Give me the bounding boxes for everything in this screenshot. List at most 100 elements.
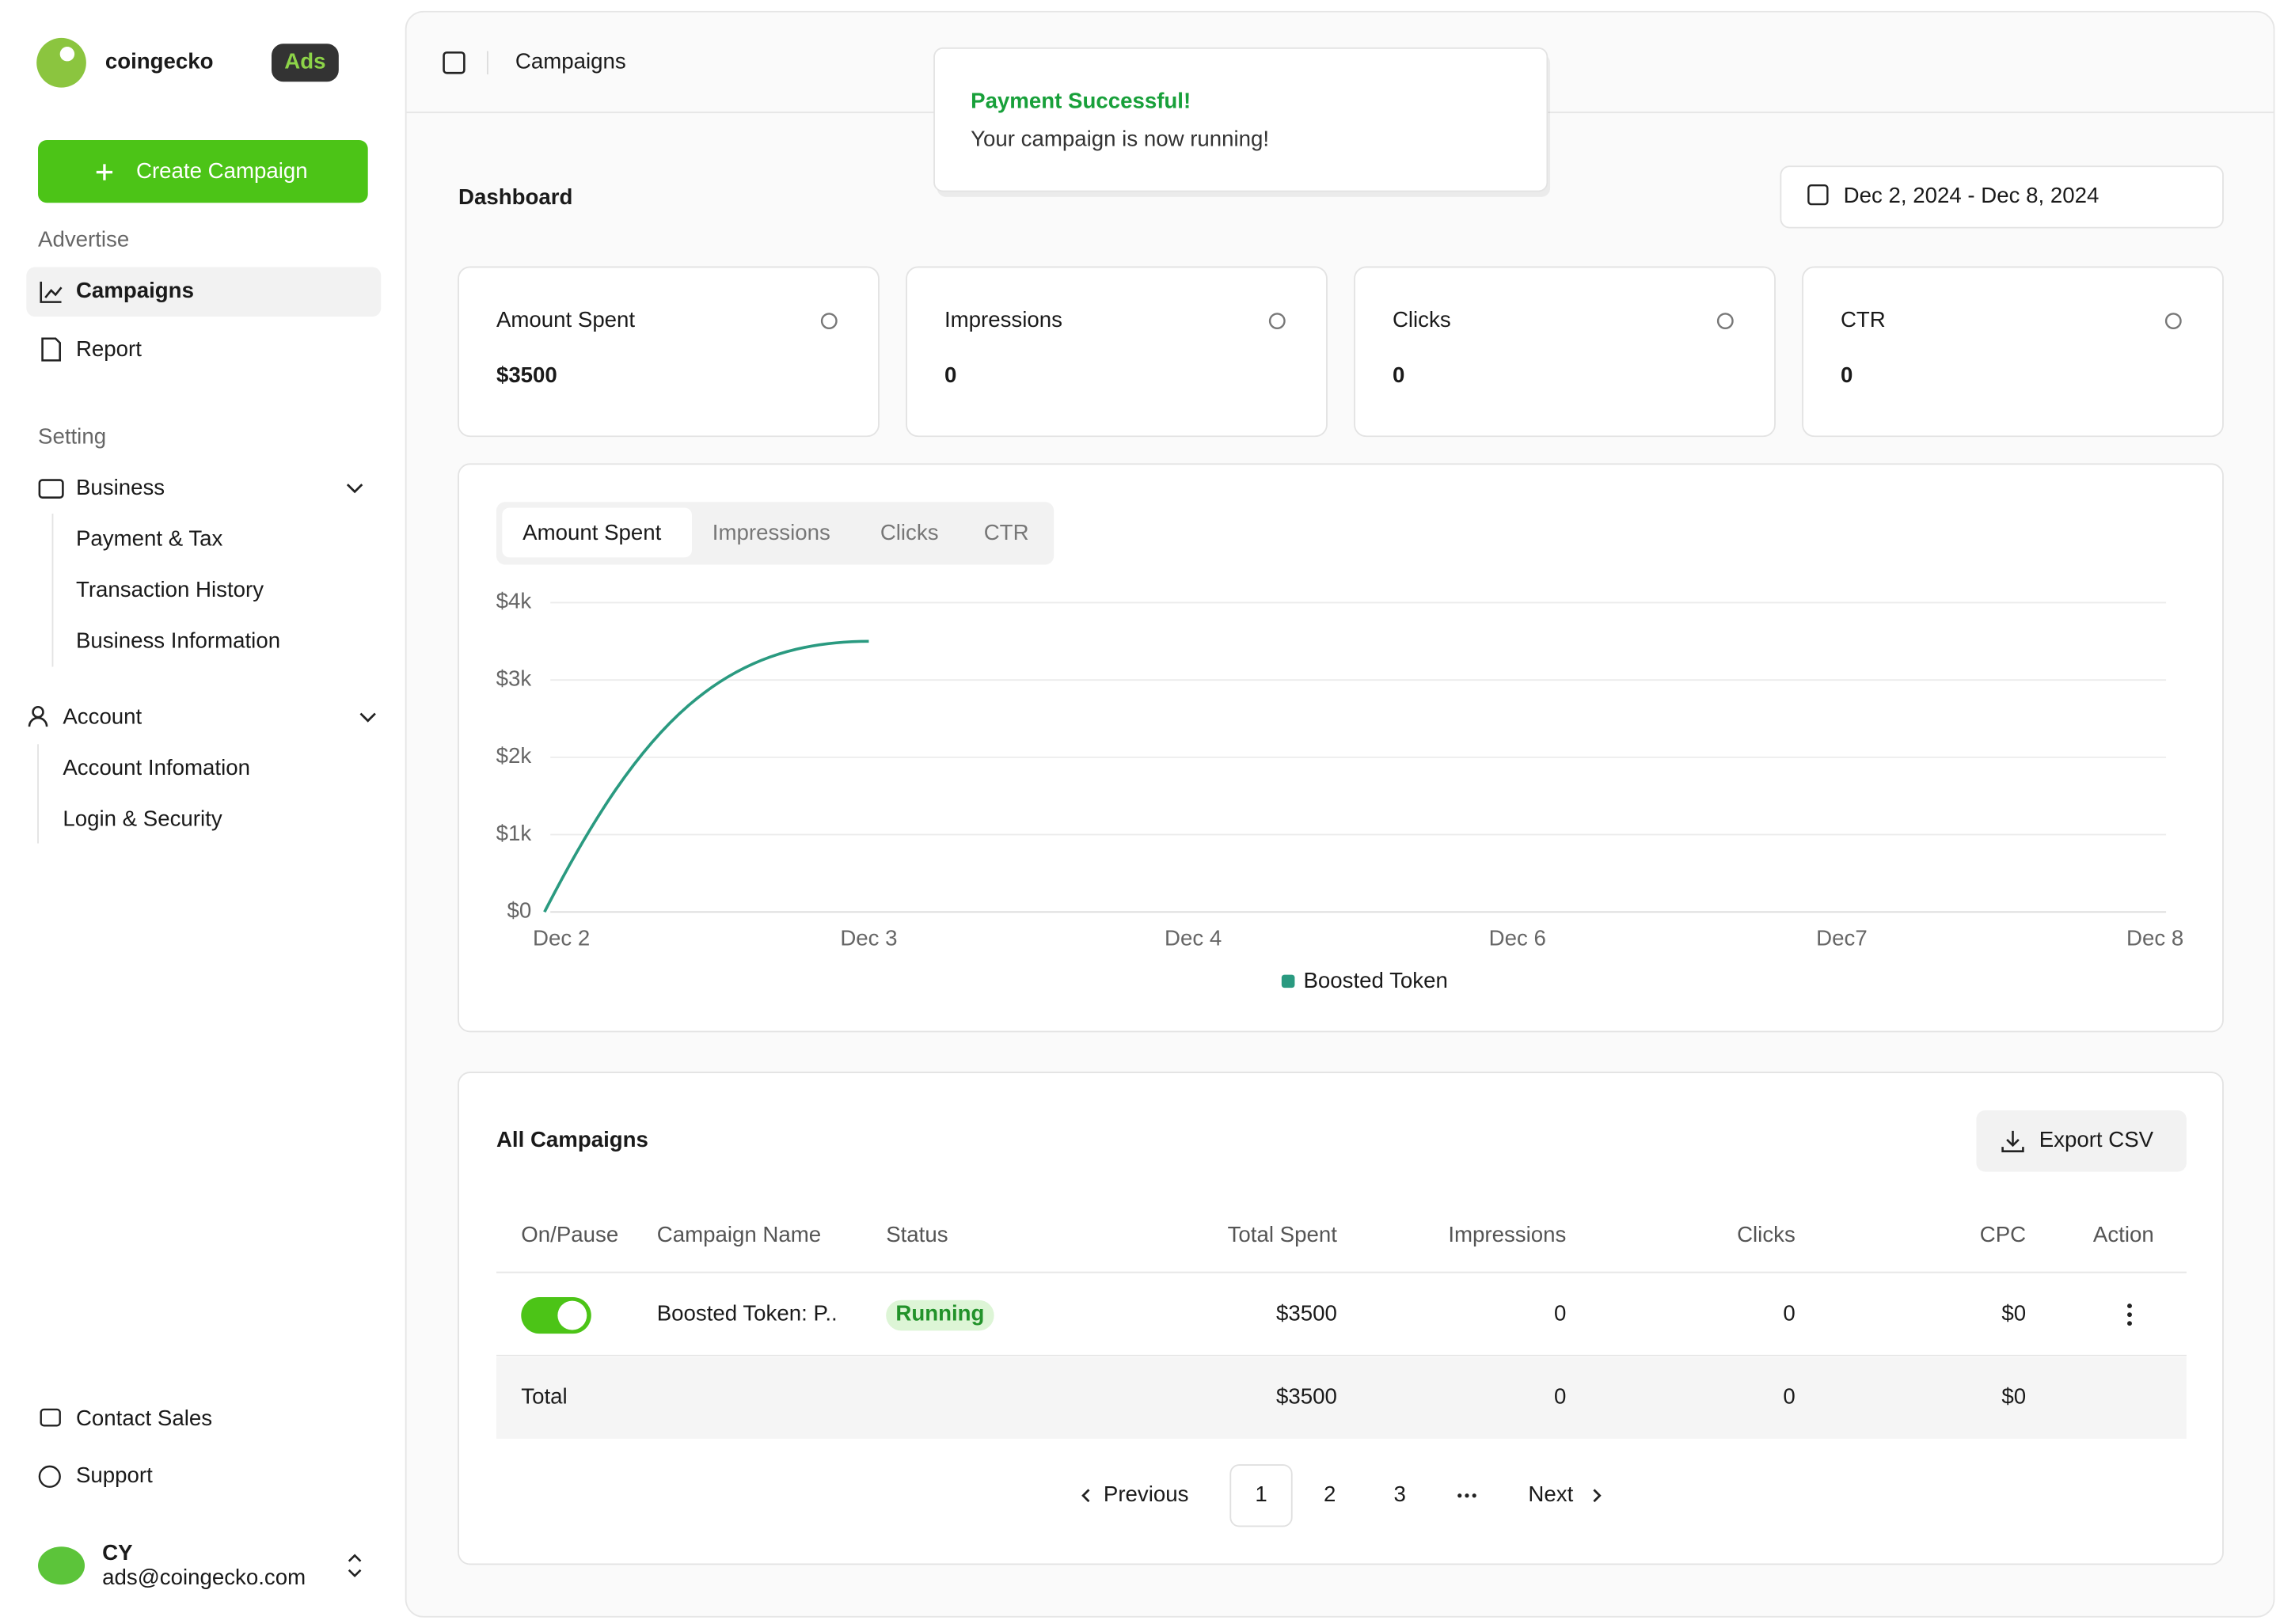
column-header: Status (886, 1222, 948, 1246)
logo-eye (59, 46, 75, 62)
create-campaign-label[interactable]: Create Campaign (136, 158, 308, 183)
nav-item[interactable]: Campaigns (76, 278, 194, 302)
action-dot[interactable] (2127, 1321, 2132, 1326)
y-tick-label: $2k (496, 743, 532, 768)
x-tick-label: Dec 3 (840, 926, 897, 950)
ellipsis-dot (1472, 1493, 1476, 1498)
cell: $0 (2001, 1300, 2026, 1325)
toggle-knob (557, 1300, 587, 1330)
status-text: Running (895, 1300, 984, 1325)
section-title: All Campaigns (496, 1127, 648, 1152)
total-cell: 0 (1554, 1384, 1566, 1409)
page-button[interactable]: 2 (1324, 1482, 1336, 1506)
nav-item[interactable]: Business (76, 475, 165, 499)
chevron (359, 712, 376, 723)
user-icon-body (28, 716, 48, 727)
total-cell: 0 (1783, 1384, 1795, 1409)
x-tick-label: Dec 6 (1489, 926, 1546, 950)
date-range-picker[interactable] (1780, 165, 2224, 229)
stat-card (1354, 266, 1776, 438)
campaign-name: Boosted Token: P.. (657, 1300, 838, 1325)
x-tick-label: Dec 8 (2126, 926, 2183, 950)
support-icon (38, 1465, 61, 1488)
y-tick-label: $1k (496, 821, 532, 845)
column-header: Total Spent (1228, 1222, 1338, 1246)
next-button[interactable]: Next (1528, 1482, 1573, 1506)
section-label: Advertise (38, 227, 129, 252)
stat-value: 0 (944, 362, 956, 387)
nav-subitem[interactable]: Account Infomation (63, 755, 250, 780)
stat-label: CTR (1841, 307, 1886, 332)
date-range-text[interactable]: Dec 2, 2024 - Dec 8, 2024 (1844, 183, 2100, 207)
total-cell: $3500 (1276, 1384, 1337, 1409)
active-tab (502, 507, 692, 558)
user-icon (32, 705, 44, 719)
stat-icon (1268, 313, 1286, 330)
nav-subitem[interactable]: Business Information (76, 628, 280, 653)
chat-icon (40, 1408, 61, 1427)
nav-footer-item[interactable]: Support (76, 1463, 153, 1487)
stat-card (906, 266, 1328, 438)
nav-item[interactable]: Report (76, 336, 142, 361)
export-label[interactable]: Export CSV (2039, 1127, 2154, 1152)
sidebar-toggle[interactable] (443, 51, 466, 74)
stat-icon (2164, 313, 2182, 330)
card-icon (38, 479, 64, 499)
create-campaign-button[interactable] (38, 139, 368, 203)
data-line (543, 639, 869, 913)
total-cell: $0 (2001, 1384, 2026, 1409)
plus-icon (96, 164, 113, 180)
action-dot[interactable] (2127, 1303, 2132, 1309)
avatar (38, 1546, 86, 1585)
chevron (346, 484, 363, 494)
cell: 0 (1554, 1300, 1566, 1325)
action-dot[interactable] (2127, 1312, 2132, 1318)
nav-subitem[interactable]: Login & Security (63, 806, 222, 830)
y-tick-label: $0 (507, 898, 531, 923)
active-nav-bg (26, 267, 382, 317)
column-header: Impressions (1448, 1222, 1566, 1246)
cell: $3500 (1276, 1300, 1337, 1325)
total-row (496, 1356, 2187, 1439)
column-header: Action (2093, 1222, 2154, 1246)
stat-card (458, 266, 880, 438)
user-email: ads@coingecko.com (102, 1565, 306, 1589)
cell: 0 (1783, 1300, 1795, 1325)
nav-subitem[interactable]: Transaction History (76, 577, 264, 601)
chart-tab[interactable]: Impressions (712, 520, 830, 544)
x-tick-label: Dec 2 (533, 926, 590, 950)
chart-tab[interactable]: Clicks (880, 520, 939, 544)
section-label: Setting (38, 423, 106, 448)
nav-footer-item[interactable]: Contact Sales (76, 1406, 212, 1430)
x-tick-label: Dec 4 (1165, 926, 1222, 950)
ellipsis-dot (1465, 1493, 1469, 1498)
nav-subitem[interactable]: Payment & Tax (76, 526, 223, 550)
logo-icon (36, 37, 86, 88)
stat-value: $3500 (496, 362, 557, 387)
chart-tab[interactable]: Amount Spent (522, 520, 661, 544)
chart-card (458, 463, 2224, 1033)
chart-icon (40, 281, 63, 303)
column-header: CPC (1980, 1222, 2026, 1246)
chevron-right (1593, 1489, 1602, 1503)
active-page (1229, 1464, 1293, 1527)
download-icon (2001, 1130, 2024, 1152)
export-button[interactable] (1976, 1110, 2187, 1172)
column-header: Clicks (1737, 1222, 1796, 1246)
prev-button[interactable]: Previous (1104, 1482, 1189, 1506)
stat-label: Amount Spent (496, 307, 635, 332)
chart-tab[interactable]: CTR (984, 520, 1029, 544)
column-header: Campaign Name (657, 1222, 821, 1246)
user-initials: CY (102, 1540, 132, 1565)
breadcrumb: Campaigns (515, 49, 626, 74)
y-tick-label: $3k (496, 666, 532, 690)
logo-text: coingecko (105, 49, 214, 74)
page-button[interactable]: 1 (1255, 1482, 1267, 1506)
nav-item[interactable]: Account (63, 704, 142, 728)
x-tick-label: Dec7 (1816, 926, 1868, 950)
logo-badge (272, 44, 339, 82)
legend-swatch (1281, 974, 1295, 988)
page-button[interactable]: 3 (1393, 1482, 1405, 1506)
updown-icon (348, 1554, 362, 1577)
